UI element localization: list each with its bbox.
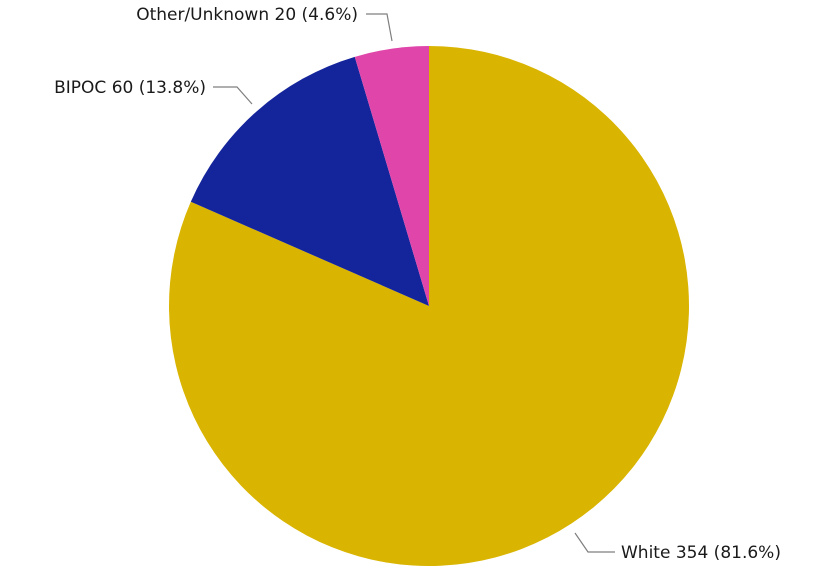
data-label-white: White 354 (81.6%) [621,543,781,563]
slices-layer [169,46,689,566]
data-label-bipoc: BIPOC 60 (13.8%) [54,78,206,98]
leader-line-bipoc [213,87,252,104]
leader-line-white [575,533,615,552]
leader-line-other-unknown [366,14,392,41]
data-label-other-unknown: Other/Unknown 20 (4.6%) [136,5,358,25]
